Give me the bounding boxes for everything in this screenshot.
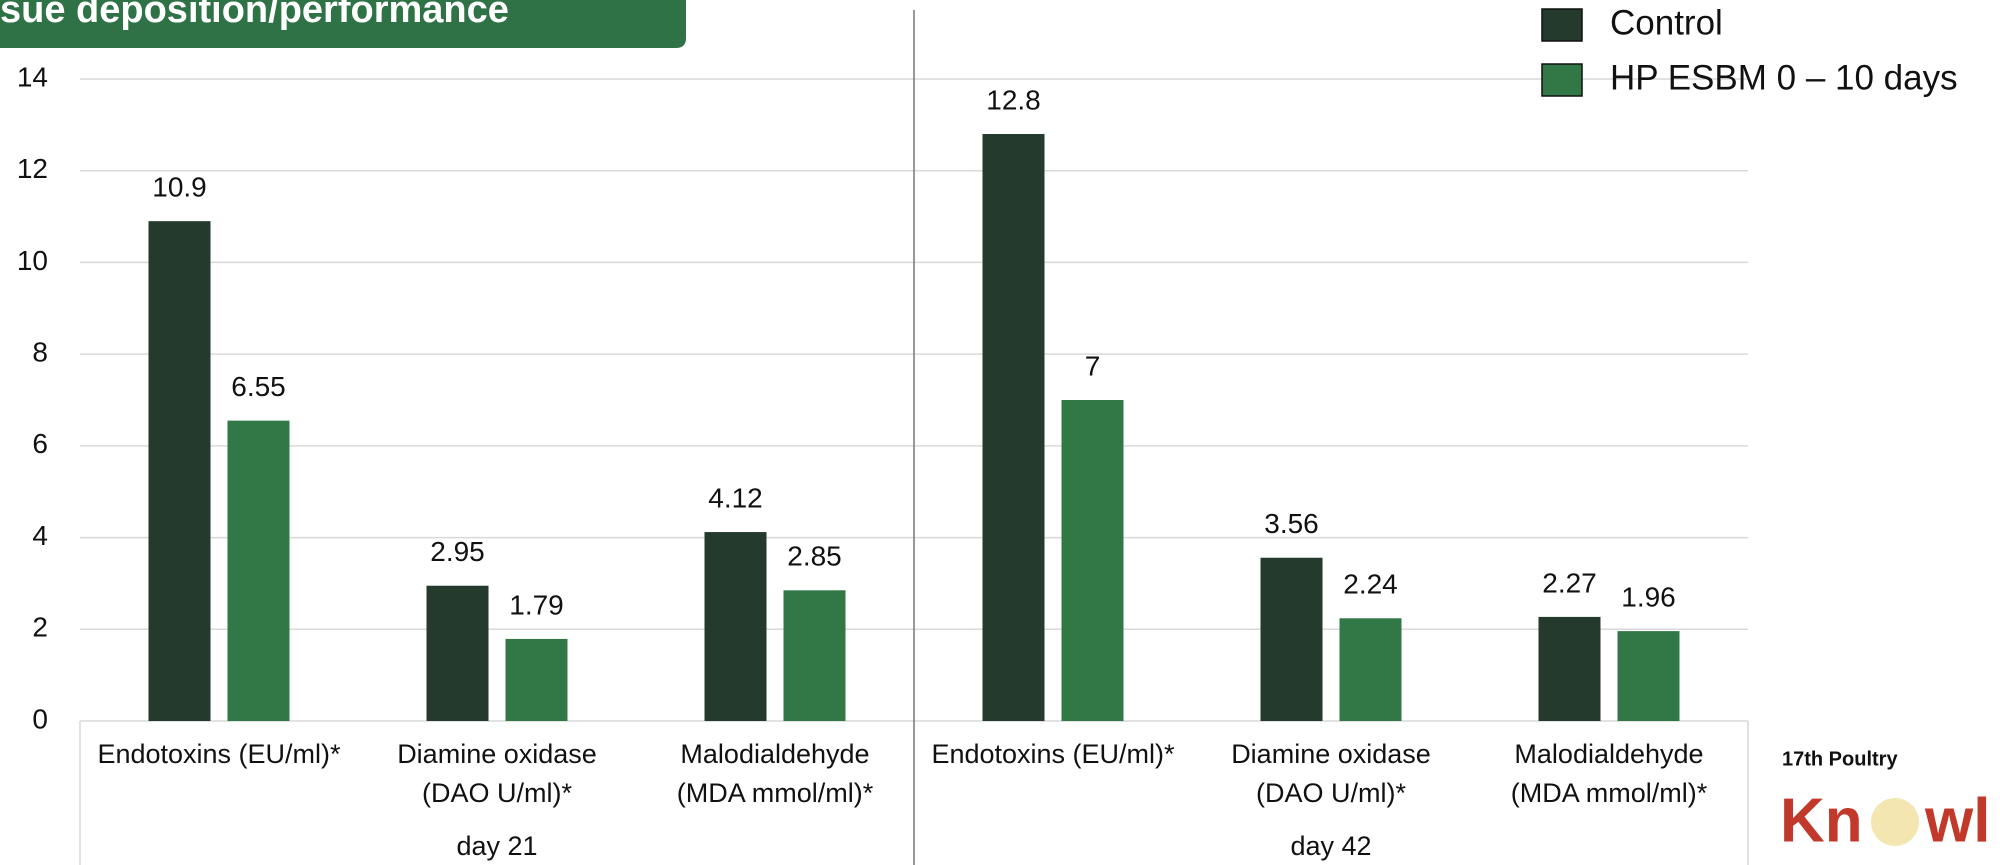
value-label: 6.55 [231,371,286,402]
logo-text: 17th Poultry [1782,748,1898,770]
legend-swatch [1541,8,1583,42]
bar [148,221,211,721]
x-tick-label: Endotoxins (EU/ml)* [931,739,1175,769]
chart-title: sue deposition/performance [0,0,509,31]
logo-text: Kn [1780,786,1863,855]
value-label: 2.85 [787,541,842,572]
bar [426,585,489,721]
x-tick-label: (DAO U/ml)* [422,778,572,808]
x-tick-label: Diamine oxidase [1231,739,1431,769]
logo-bulb [1871,798,1919,846]
value-label: 2.24 [1343,569,1398,600]
bar [1260,557,1323,721]
bar [1617,631,1680,721]
group-label: day 21 [456,831,537,861]
legend-label: HP ESBM 0 – 10 days [1610,58,1958,97]
value-label: 1.79 [509,589,564,620]
x-tick-label: Malodialdehyde [1514,739,1703,769]
y-tick-label: 0 [32,703,48,734]
group-label: day 42 [1290,831,1371,861]
value-label: 10.9 [152,172,207,203]
title-banner [0,0,686,48]
x-tick-label: Endotoxins (EU/ml)* [97,739,341,769]
bar [227,420,290,721]
y-tick-label: 12 [17,153,48,184]
legend-swatch [1541,63,1583,97]
y-tick-label: 2 [32,612,48,643]
x-tick-label: Diamine oxidase [397,739,597,769]
value-label: 4.12 [708,482,763,513]
value-label: 2.27 [1542,567,1597,598]
x-tick-label: (MDA mmol/ml)* [677,778,874,808]
logo-text: wl [1924,786,1990,855]
y-tick-label: 4 [32,520,48,551]
bar [783,590,846,721]
bar [1538,616,1601,721]
y-tick-label: 14 [17,61,48,92]
bar [982,134,1045,721]
x-tick-label: (MDA mmol/ml)* [1511,778,1708,808]
legend-label: Control [1610,3,1723,42]
value-label: 3.56 [1264,508,1319,539]
value-label: 7 [1085,350,1101,381]
y-tick-label: 10 [17,245,48,276]
y-tick-label: 8 [32,337,48,368]
bar [1339,618,1402,721]
bar [505,638,568,721]
value-label: 1.96 [1621,582,1676,613]
x-tick-label: (DAO U/ml)* [1256,778,1406,808]
x-tick-label: Malodialdehyde [680,739,869,769]
bar [704,532,767,721]
bar [1061,400,1124,721]
value-label: 2.95 [430,536,485,567]
value-label: 12.8 [986,84,1041,115]
y-tick-label: 6 [32,428,48,459]
